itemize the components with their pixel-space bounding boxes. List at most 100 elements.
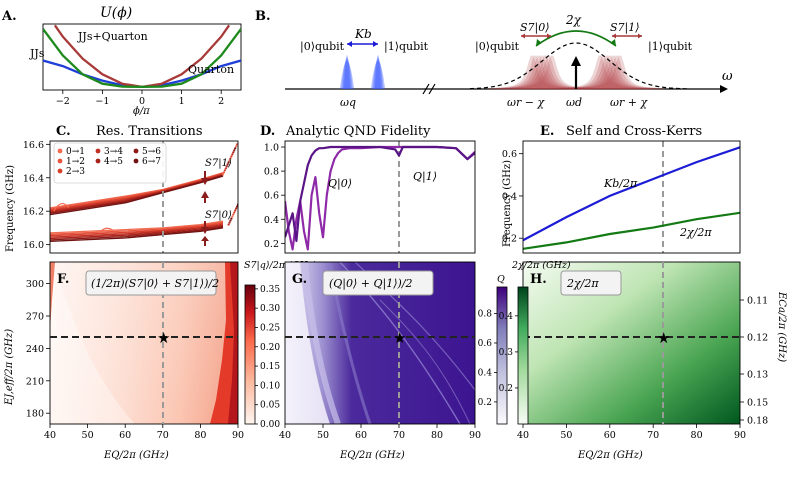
- cb-tick-label: 0.3: [499, 348, 514, 358]
- f-ytick-label: 180: [26, 409, 44, 420]
- c-dot-upper: [235, 145, 238, 148]
- c-legend-entry: 1→2: [66, 157, 85, 167]
- panel-h: ★ H. 2χ/2π 40 50 60 70 80 90 0.11 0.12 0.13 0.15…: [499, 260, 787, 461]
- heat-xtick-label: 60: [119, 430, 131, 441]
- panel-c-ylabel: Frequency (GHz): [5, 165, 16, 252]
- c-dot-lower: [232, 213, 235, 216]
- cb-tick-label: 0.6: [478, 339, 493, 349]
- e-label-chi: 2χ/2π: [679, 226, 712, 239]
- c-dot-lower: [239, 199, 241, 201]
- c-annot-s7-0: S7|0⟩: [205, 210, 232, 221]
- label-jjs-quarton: JJs+Quarton: [77, 30, 148, 43]
- h-colorbar-title: 2χ/2π (GHz): [511, 260, 571, 271]
- panel-letter-b: B.: [255, 9, 271, 24]
- c-legend-entry: 5→6: [142, 147, 161, 157]
- drive-arrow-head: [571, 56, 581, 66]
- panel-c-frame: [49, 140, 239, 254]
- chi-arc: [535, 30, 617, 47]
- panel-h-x-ticks: 40 50 60 70 80 90: [517, 424, 746, 441]
- c-dot-lower: [229, 219, 232, 222]
- cb-tick-label: 0.2: [478, 398, 492, 408]
- panel-letter-e: E.: [540, 124, 554, 139]
- cb-tick-label: 0.10: [260, 381, 280, 391]
- c-dot-upper: [231, 153, 234, 156]
- c-transition-1-2: [50, 222, 224, 237]
- cb-tick-label: 0.05: [260, 401, 280, 411]
- a-xtick-label: 2: [218, 96, 224, 107]
- resonator-lorentzian-0: [506, 55, 598, 90]
- c-dot-lower: [230, 217, 233, 220]
- e-ytick-label: 0.6: [502, 149, 517, 160]
- h-ytick-label: 0.15: [747, 398, 768, 409]
- resonator-lorentzian-1: [561, 55, 653, 90]
- f-heat-right-edge: [228, 262, 238, 424]
- c-bump-1: [53, 203, 70, 212]
- c-legend-marker: [57, 158, 63, 164]
- heat-xtick-label: 40: [517, 430, 529, 441]
- qubit-peak-1: [375, 55, 381, 89]
- c-annot-s7-1: S7|1⟩: [205, 158, 232, 169]
- c-ytick-label: 16.0: [23, 240, 44, 251]
- c-dot-upper: [235, 143, 238, 146]
- c-dot-upper: [227, 161, 230, 164]
- d-ytick-label: 0.4: [264, 215, 279, 226]
- h-colorbar: [517, 286, 529, 425]
- cb-tick-label: 0.30: [260, 304, 280, 314]
- omega-label: ω: [722, 69, 733, 84]
- cb-tick-label: 0.00: [260, 420, 280, 430]
- c-ytick-label: 16.4: [23, 173, 44, 184]
- f-colorbar: [244, 284, 256, 425]
- c-dot-upper: [222, 171, 225, 174]
- g-heat-ridge-5: [379, 299, 471, 424]
- c-dot-lower: [227, 223, 230, 226]
- f-colorbar-title: S7|q⟩/2π (GHz): [244, 260, 317, 271]
- heat-xtick-label: 40: [279, 430, 291, 441]
- resonator-lorentzian-1: [571, 55, 663, 90]
- cb-tick-label: 0.25: [260, 323, 280, 333]
- cb-tick-label: 0.4: [499, 312, 514, 322]
- c-dot-upper: [226, 163, 229, 166]
- heat-xtick-label: 70: [647, 430, 659, 441]
- c-dot-upper: [224, 167, 227, 170]
- kb-arrow-right: [373, 41, 378, 47]
- panel-e-title: Self and Cross-Kerrs: [566, 124, 702, 139]
- resonator-lorentzian-0: [503, 55, 595, 90]
- c-arrow-1-bottom-head: [201, 191, 209, 198]
- panel-letter-c: C.: [56, 124, 71, 139]
- cb-tick-label: 0.2: [499, 384, 513, 394]
- f-xlabel: EQ/2π (GHz): [103, 450, 169, 461]
- f-formula-box: [85, 270, 217, 296]
- panel-e-ylabel: Frequency (GHz): [502, 160, 513, 247]
- d-ytick-label: 0.6: [264, 191, 279, 202]
- qubit-ket-1: |1⟩qubit: [384, 40, 429, 54]
- kb-label: Kb: [354, 27, 372, 41]
- f-colorbar-ticks: 0.00 0.05 0.10 0.15 0.20 0.25 0.30 0.35: [255, 285, 280, 430]
- resonator-lorentzian-0: [489, 55, 581, 90]
- panel-a: A. U(ϕ) −2 −1 0 1 2 JJs JJs+Quarton Quarton …: [1, 5, 242, 117]
- heat-xtick-label: 90: [232, 430, 244, 441]
- h-colorbar-ticks: 0.2 0.3 0.4: [499, 312, 518, 394]
- c-arrow-0-top-head: [201, 227, 209, 234]
- label-omega-r-plus: ωr + χ: [610, 96, 648, 109]
- c-transition-1-0: [50, 220, 224, 234]
- c-dot-lower: [241, 195, 243, 197]
- c-dot-lower: [231, 215, 234, 218]
- panel-f-frame: [49, 261, 239, 425]
- e-ytick-label: 0.2: [502, 234, 517, 245]
- c-dot-lower: [240, 197, 242, 199]
- heat-xtick-label: 60: [355, 430, 367, 441]
- heat-xtick-label: 90: [734, 430, 746, 441]
- c-dot-lower: [234, 209, 237, 212]
- d-series-0: [285, 145, 475, 251]
- d-ytick-label: 0.8: [264, 167, 279, 178]
- panel-e-kerr-lines: [523, 146, 740, 250]
- panel-d: D. Analytic QND Fidelity 0.2 0.4 0.6 0.8 1.0…: [260, 124, 476, 254]
- g-xlabel: EQ/2π (GHz): [339, 450, 405, 461]
- panel-d-y-ticks: 0.2 0.4 0.6 0.8 1.0: [264, 143, 285, 250]
- s7-0-arrow-l: [521, 33, 525, 39]
- c-dot-upper: [228, 159, 231, 162]
- c-legend-marker: [57, 168, 63, 174]
- e-series-1: [523, 211, 740, 250]
- resonator-lorentzian-0: [486, 55, 578, 90]
